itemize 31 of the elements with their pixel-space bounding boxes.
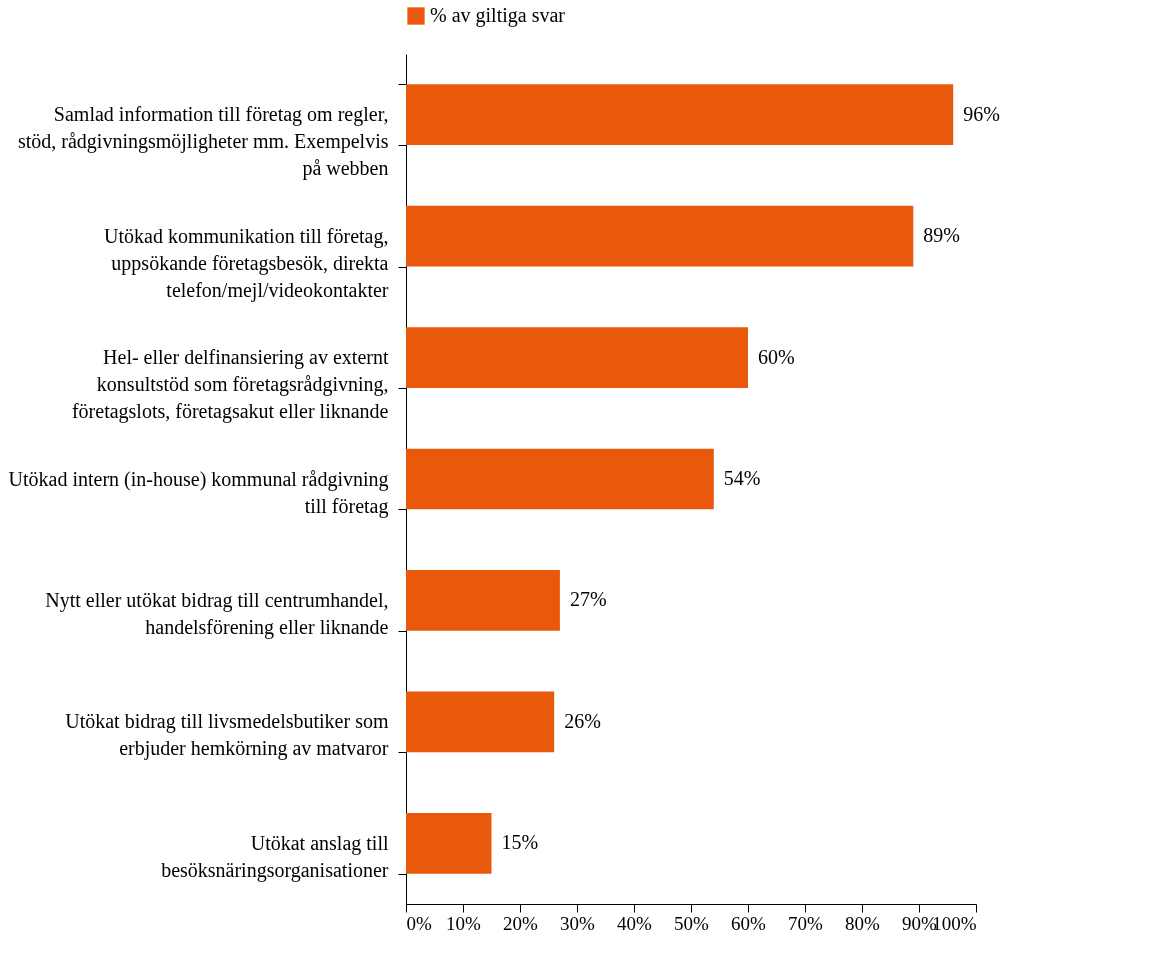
data-label: 96%: [963, 102, 1000, 125]
bar: [406, 570, 560, 631]
bar: [406, 691, 555, 753]
x-tick-label: 20%: [503, 912, 539, 934]
bar: [406, 812, 492, 874]
x-tick-label: 30%: [560, 912, 596, 934]
y-tick-label: Hel- eller delfinansiering av externt konsultstöd som företagsrådgivning, företagslots, företagsakut eller liknande: [71, 346, 389, 424]
x-tick-label: 50%: [674, 912, 710, 934]
bar: [406, 205, 914, 267]
bar: [406, 327, 748, 388]
x-tick-label: 0%: [406, 912, 432, 934]
y-tick-label: Utökat anslag till besöksnäringsorganisationer: [161, 831, 389, 882]
y-tick-label: Utökad kommunikation till företag, uppsökande företagsbesök, direkta telefon/mejl/videokontakter: [104, 224, 389, 302]
y-tick-label: Utökad intern (in-house) kommunal rådgivning till företag: [8, 467, 389, 518]
data-label: 89%: [923, 224, 960, 247]
bar: [406, 448, 714, 510]
y-tick-label: Utökat bidrag till livsmedelsbutiker som erbjuder hemkörning av matvaror: [65, 710, 389, 761]
y-tick-label: Samlad information till företag om regler, stöd, rådgivningsmöjligheter mm. Exempelvis på webben: [17, 103, 389, 181]
data-label: 54%: [723, 467, 761, 489]
x-tick-label: 80%: [845, 912, 881, 934]
x-tick-label: 60%: [731, 912, 767, 934]
legend-label: % av giltiga svar: [430, 4, 566, 27]
data-label: 27%: [569, 588, 607, 611]
data-label: 26%: [564, 709, 601, 732]
bar: [406, 84, 954, 146]
x-tick-label: 70%: [788, 912, 824, 934]
y-tick-label: Nytt eller utökat bidrag till centrumhandel, handelsförening eller liknande: [45, 588, 389, 639]
x-tick-label: 40%: [617, 912, 653, 934]
data-label: 15%: [501, 831, 539, 854]
data-label: 60%: [758, 345, 795, 368]
x-tick-label: 10%: [446, 912, 482, 934]
